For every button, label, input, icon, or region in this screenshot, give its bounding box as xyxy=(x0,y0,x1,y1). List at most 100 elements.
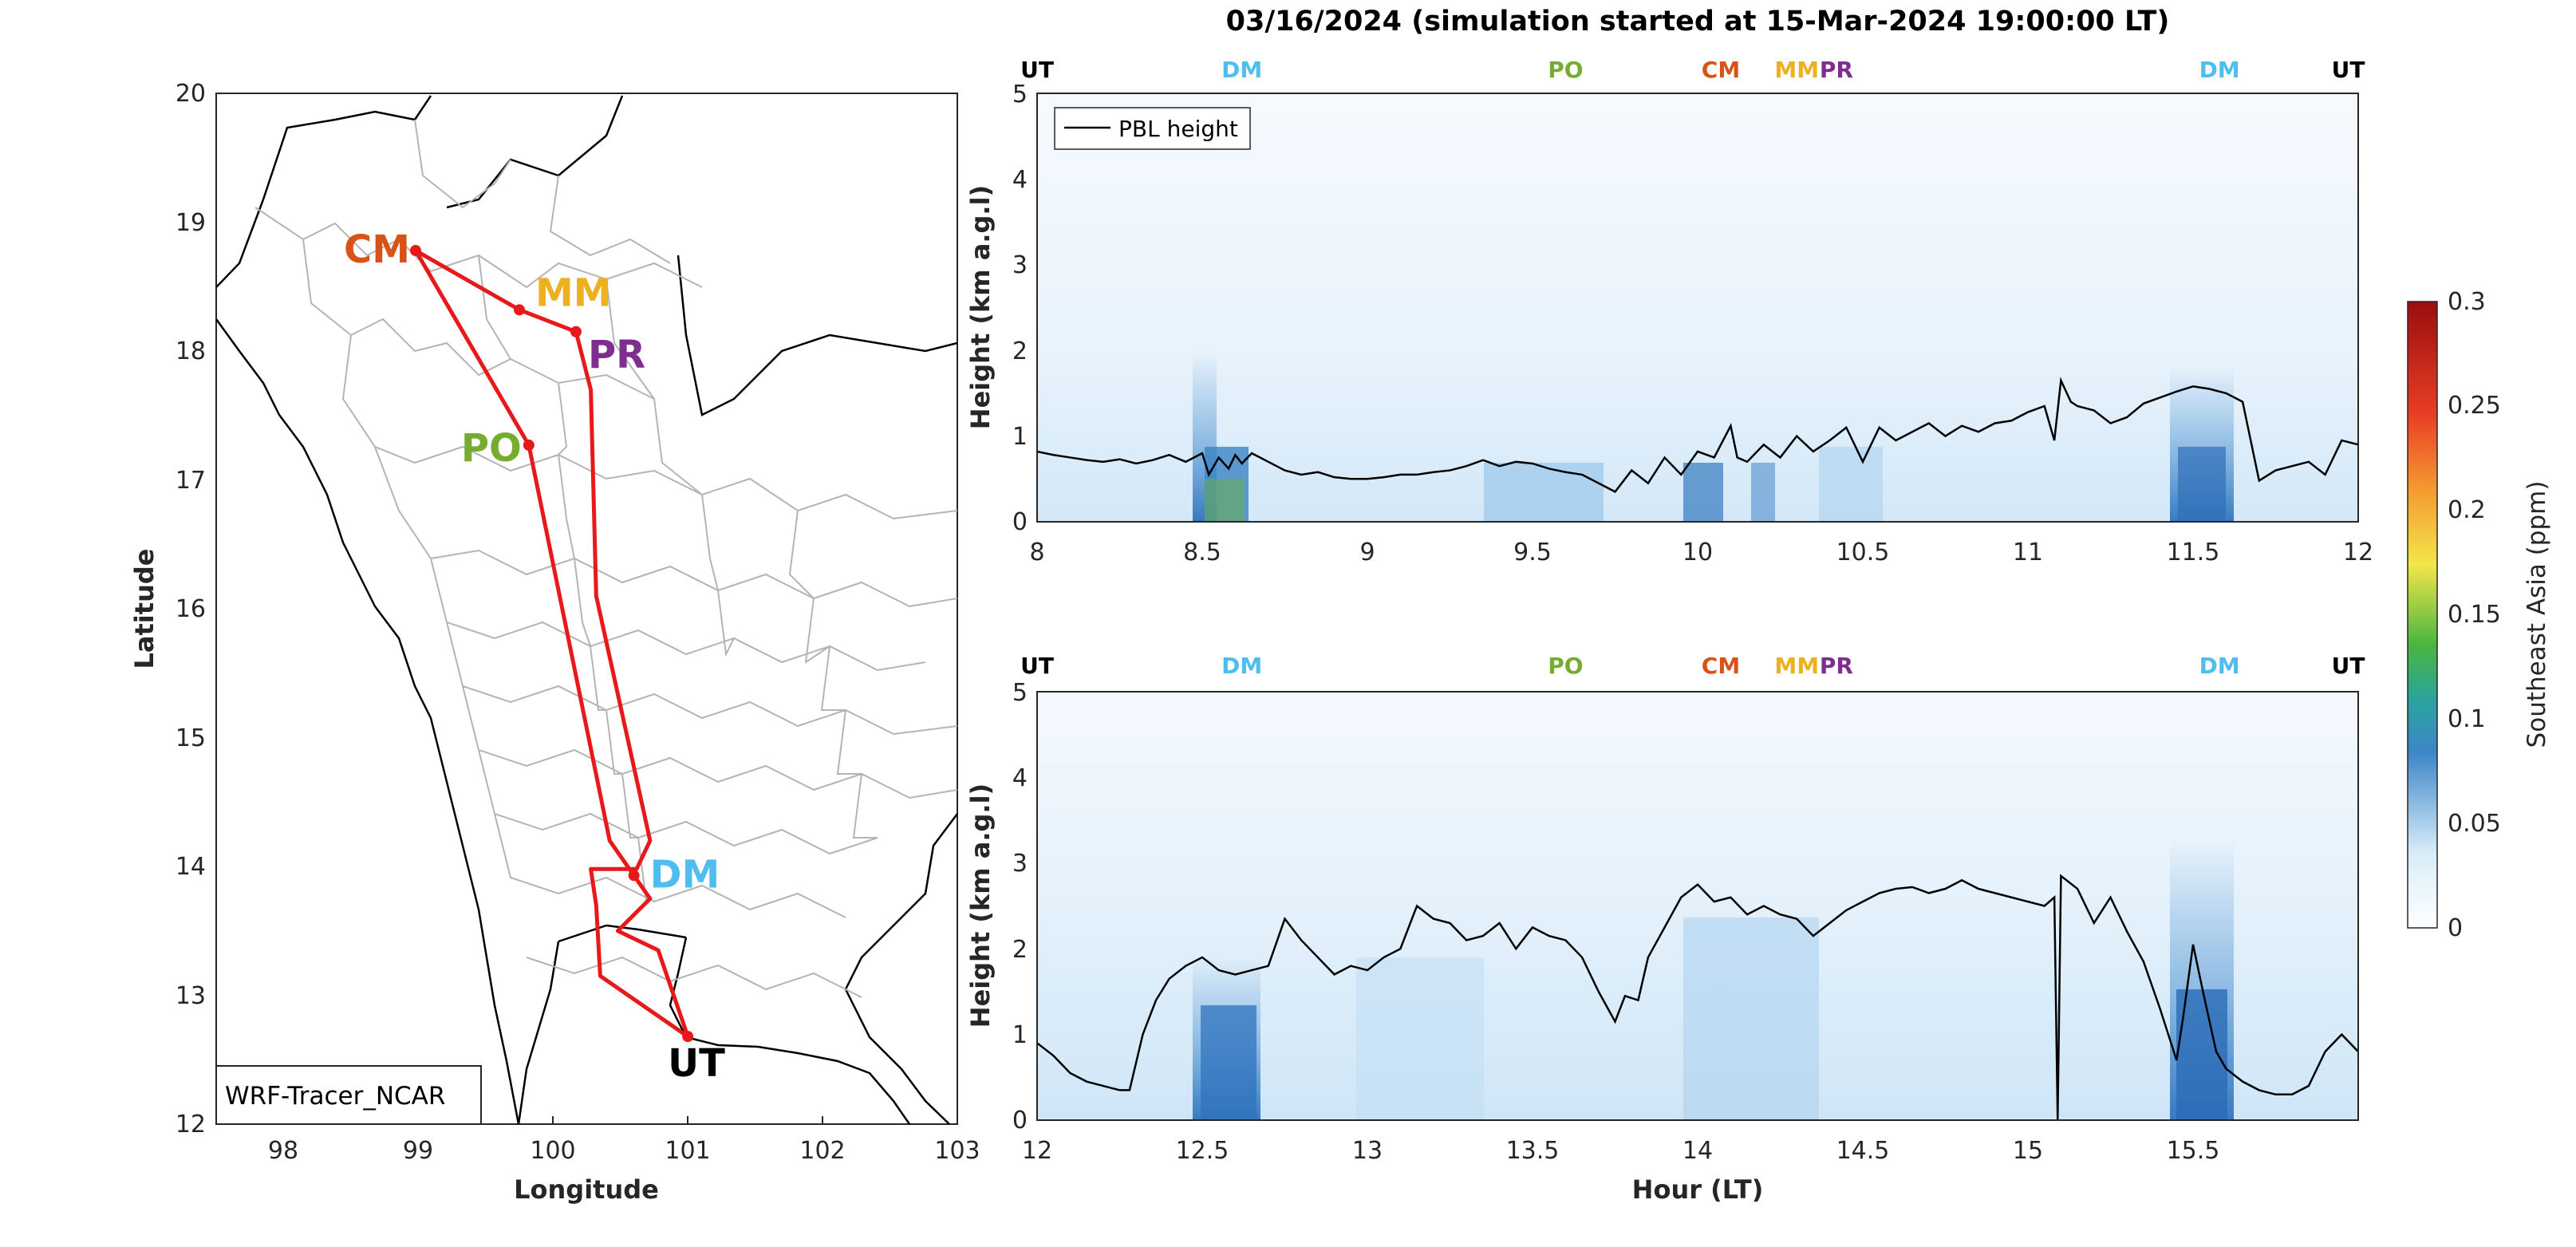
x-tick-label: 13.5 xyxy=(1506,1137,1560,1165)
x-tick-label: 102 xyxy=(799,1137,845,1165)
y-tick-label: 4 xyxy=(1012,166,1028,194)
time-site-label-dm: DM xyxy=(1221,653,1262,679)
colorbar-tick: 0.2 xyxy=(2448,496,2486,524)
time-site-label-pr: PR xyxy=(1820,57,1853,83)
route-layer xyxy=(413,248,690,1039)
time-site-label-po: PO xyxy=(1548,57,1583,83)
site-marker-pr xyxy=(570,326,582,337)
country-border xyxy=(216,95,957,1124)
x-tick-label: 9.5 xyxy=(1513,539,1552,566)
site-label-po: PO xyxy=(461,426,522,471)
time-site-label-dm: DM xyxy=(2199,57,2240,83)
y-tick-label: 5 xyxy=(1012,81,1028,109)
time-site-label-pr: PR xyxy=(1820,653,1853,679)
top-panel: 8 8.5 9 9.5 10 10.5 11 11.5 12 0 1 2 3 4… xyxy=(965,57,2373,566)
y-tick-label: 4 xyxy=(1012,764,1028,792)
bottom-site-markers: UT DM PO CM MM PR DM UT xyxy=(1020,653,2365,679)
x-tick-label: 11.5 xyxy=(2167,539,2220,566)
bottom-axes-frame xyxy=(1036,691,2359,1121)
y-tick-label: 0 xyxy=(1012,508,1028,536)
bottom-x-axis-label: Hour (LT) xyxy=(1632,1174,1764,1205)
x-tick-label: 12.5 xyxy=(1176,1137,1229,1165)
top-y-ticks: 0 1 2 3 4 5 xyxy=(1012,81,1028,536)
y-tick-label: 0 xyxy=(1012,1107,1028,1135)
y-tick-label: 2 xyxy=(1012,936,1028,964)
y-tick-label: 13 xyxy=(176,982,206,1010)
x-tick-label: 11 xyxy=(2013,539,2043,566)
y-tick-label: 3 xyxy=(1012,850,1028,878)
map-y-ticks: 12 13 14 15 16 17 18 19 20 xyxy=(176,80,206,1138)
site-label-cm: CM xyxy=(344,227,410,272)
pbl-height-line-top xyxy=(1037,377,2358,494)
y-tick-label: 18 xyxy=(176,337,206,365)
time-site-label-ut: UT xyxy=(2332,653,2365,679)
x-tick-label: 12 xyxy=(2343,539,2373,566)
site-label-dm: DM xyxy=(650,852,720,897)
pbl-height-line-bottom xyxy=(1037,874,2358,1120)
site-label-pr: PR xyxy=(588,333,645,377)
time-site-label-dm: DM xyxy=(1221,57,1262,83)
flight-route-line xyxy=(413,248,690,1039)
top-x-ticks: 8 8.5 9 9.5 10 10.5 11 11.5 12 xyxy=(1029,539,2373,566)
x-tick-label: 9 xyxy=(1359,539,1375,566)
time-site-label-dm: DM xyxy=(2199,653,2240,679)
map-y-axis-label: Latitude xyxy=(129,549,160,669)
bottom-y-ticks: 0 1 2 3 4 5 xyxy=(1012,679,1028,1135)
site-label-ut: UT xyxy=(668,1041,725,1086)
x-tick-label: 15 xyxy=(2013,1137,2043,1165)
x-tick-label: 98 xyxy=(268,1137,298,1165)
model-label: WRF-Tracer_NCAR xyxy=(225,1082,445,1111)
site-marker-ut xyxy=(682,1031,694,1043)
time-site-label-mm: MM xyxy=(1774,57,1819,83)
site-label-mm: MM xyxy=(535,270,612,315)
site-marker-po xyxy=(523,439,535,451)
bottom-y-axis-label: Height (km a.g.l) xyxy=(965,783,996,1028)
site-marker-dm xyxy=(628,870,640,882)
time-site-label-ut: UT xyxy=(2332,57,2365,83)
y-tick-label: 1 xyxy=(1012,423,1028,451)
y-tick-label: 3 xyxy=(1012,251,1028,279)
colorbar-tick: 0.15 xyxy=(2448,601,2501,629)
y-tick-label: 2 xyxy=(1012,337,1028,365)
site-layer: CM MM PR PO DM UT xyxy=(344,227,725,1086)
colorbar-tick: 0.25 xyxy=(2448,392,2501,420)
y-tick-label: 5 xyxy=(1012,679,1028,707)
x-tick-label: 100 xyxy=(530,1137,575,1165)
y-tick-label: 20 xyxy=(176,80,206,108)
y-tick-label: 15 xyxy=(176,724,206,752)
figure-title: 03/16/2024 (simulation started at 15-Mar… xyxy=(1226,6,2170,37)
map-panel: 98 99 100 101 102 103 12 13 14 15 16 17 … xyxy=(129,80,980,1205)
site-marker-mm xyxy=(514,304,526,316)
colorbar-tick: 0.3 xyxy=(2448,288,2486,316)
time-site-label-ut: UT xyxy=(1020,653,1054,679)
map-axes-frame xyxy=(215,93,958,1125)
top-axes-frame xyxy=(1036,93,2359,523)
time-site-label-cm: CM xyxy=(1702,653,1740,679)
map-x-axis-label: Longitude xyxy=(514,1174,659,1205)
y-tick-label: 12 xyxy=(176,1111,206,1138)
time-site-label-po: PO xyxy=(1548,653,1583,679)
time-site-label-mm: MM xyxy=(1774,653,1819,679)
x-tick-label: 15.5 xyxy=(2167,1137,2220,1165)
x-tick-label: 99 xyxy=(403,1137,433,1165)
top-site-markers: UT DM PO CM MM PR DM UT xyxy=(1020,57,2365,83)
x-tick-label: 101 xyxy=(665,1137,710,1165)
time-site-label-ut: UT xyxy=(1020,57,1054,83)
colorbar-gradient xyxy=(2407,301,2438,929)
bottom-panel: 12 12.5 13 13.5 14 14.5 15 15.5 0 1 2 3 … xyxy=(965,653,2365,1205)
site-marker-cm xyxy=(409,245,421,257)
legend-entry-pbl: PBL height xyxy=(1118,116,1238,142)
bottom-x-ticks: 12 12.5 13 13.5 14 14.5 15 15.5 xyxy=(1022,1137,2219,1165)
x-tick-label: 10 xyxy=(1682,539,1713,566)
colorbar-tick: 0 xyxy=(2448,914,2463,942)
colorbar-label: Southeast Asia (ppm) xyxy=(2523,481,2551,748)
model-label-box: WRF-Tracer_NCAR xyxy=(215,1065,482,1125)
x-tick-label: 12 xyxy=(1022,1137,1052,1165)
y-tick-label: 19 xyxy=(176,209,206,237)
colorbar-tick: 0.05 xyxy=(2448,810,2501,838)
x-tick-label: 10.5 xyxy=(1836,539,1890,566)
x-tick-label: 8 xyxy=(1029,539,1044,566)
pbl-legend: PBL height xyxy=(1054,107,1251,150)
y-tick-label: 14 xyxy=(176,853,206,881)
